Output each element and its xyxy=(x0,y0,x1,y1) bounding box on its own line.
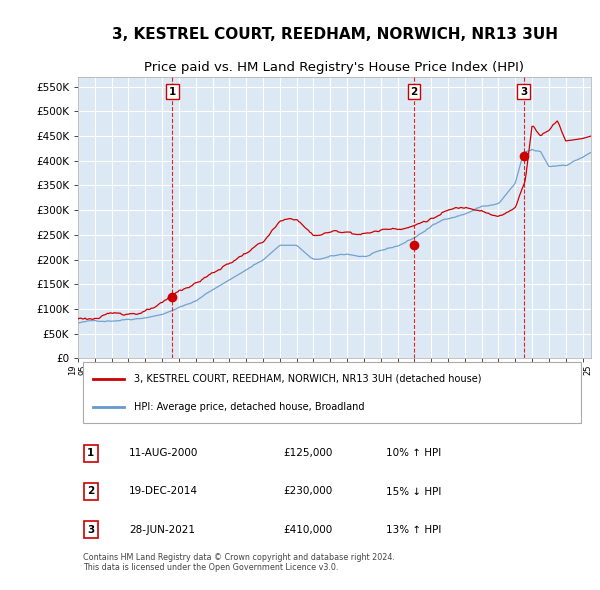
Text: 1: 1 xyxy=(169,87,176,97)
Text: £125,000: £125,000 xyxy=(283,448,332,458)
Text: Contains HM Land Registry data © Crown copyright and database right 2024.
This d: Contains HM Land Registry data © Crown c… xyxy=(83,553,395,572)
Text: £230,000: £230,000 xyxy=(283,487,332,497)
Text: 19-DEC-2014: 19-DEC-2014 xyxy=(130,487,198,497)
Text: 2: 2 xyxy=(410,87,418,97)
Text: 3, KESTREL COURT, REEDHAM, NORWICH, NR13 3UH: 3, KESTREL COURT, REEDHAM, NORWICH, NR13… xyxy=(112,27,557,42)
Text: 3, KESTREL COURT, REEDHAM, NORWICH, NR13 3UH (detached house): 3, KESTREL COURT, REEDHAM, NORWICH, NR13… xyxy=(134,373,482,384)
Text: HPI: Average price, detached house, Broadland: HPI: Average price, detached house, Broa… xyxy=(134,402,365,412)
Text: 2: 2 xyxy=(87,487,94,497)
Text: 28-JUN-2021: 28-JUN-2021 xyxy=(130,525,196,535)
Text: 1: 1 xyxy=(87,448,94,458)
Text: 15% ↓ HPI: 15% ↓ HPI xyxy=(386,487,441,497)
Text: 13% ↑ HPI: 13% ↑ HPI xyxy=(386,525,441,535)
Text: 10% ↑ HPI: 10% ↑ HPI xyxy=(386,448,441,458)
Text: £410,000: £410,000 xyxy=(283,525,332,535)
FancyBboxPatch shape xyxy=(83,362,581,422)
Text: 3: 3 xyxy=(87,525,94,535)
Text: Price paid vs. HM Land Registry's House Price Index (HPI): Price paid vs. HM Land Registry's House … xyxy=(145,61,524,74)
Text: 3: 3 xyxy=(520,87,527,97)
Text: 11-AUG-2000: 11-AUG-2000 xyxy=(130,448,199,458)
